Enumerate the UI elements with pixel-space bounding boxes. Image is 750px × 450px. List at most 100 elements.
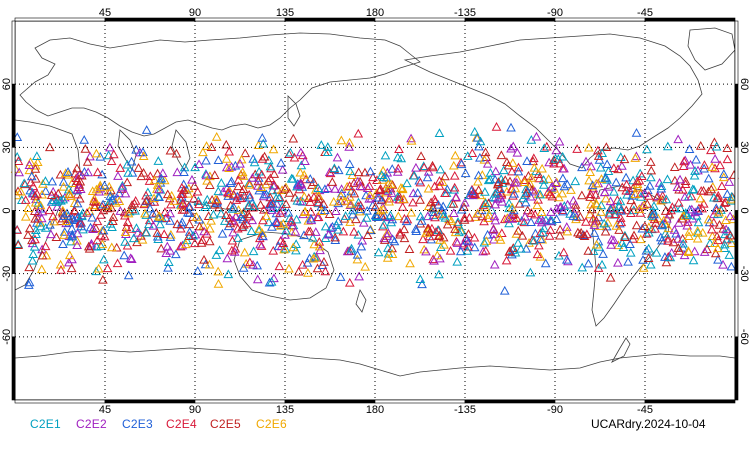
- obs-marker-c2e6: [60, 168, 71, 178]
- obs-marker-c2e5: [327, 177, 338, 186]
- obs-marker-c2e4: [588, 213, 599, 223]
- obs-marker-c2e1: [376, 170, 387, 179]
- obs-marker-c2e4: [678, 161, 689, 170]
- obs-marker-c2e3: [578, 230, 589, 239]
- obs-marker-c2e3: [97, 169, 107, 179]
- obs-marker-c2e4: [56, 265, 66, 274]
- obs-marker-c2e6: [342, 181, 353, 191]
- obs-marker-c2e3: [691, 154, 701, 164]
- obs-marker-c2e3: [644, 180, 655, 190]
- obs-marker-c2e2: [605, 196, 616, 206]
- obs-marker-c2e6: [432, 250, 443, 260]
- obs-marker-c2e4: [384, 193, 395, 203]
- obs-marker-c2e2: [280, 229, 290, 239]
- obs-marker-c2e4: [479, 216, 489, 226]
- obs-marker-c2e3: [225, 178, 236, 187]
- obs-marker-c2e3: [577, 162, 587, 172]
- obs-marker-c2e3: [108, 193, 118, 202]
- obs-marker-c2e3: [433, 199, 444, 209]
- obs-marker-c2e2: [468, 190, 478, 200]
- obs-marker-c2e3: [530, 228, 541, 238]
- obs-marker-c2e1: [504, 198, 514, 208]
- obs-marker-c2e5: [628, 200, 639, 210]
- obs-marker-c2e6: [278, 218, 289, 228]
- obs-marker-c2e1: [525, 267, 536, 277]
- obs-marker-c2e2: [490, 166, 501, 176]
- coastline-antarctica: [14, 347, 736, 377]
- obs-marker-c2e5: [189, 181, 200, 190]
- obs-marker-c2e2: [721, 224, 732, 234]
- obs-marker-c2e4: [144, 176, 155, 185]
- obs-marker-c2e3: [333, 165, 344, 175]
- obs-marker-c2e3: [192, 266, 203, 275]
- obs-marker-c2e1: [208, 209, 219, 219]
- obs-marker-c2e4: [395, 227, 405, 237]
- obs-marker-c2e6: [695, 193, 706, 203]
- obs-marker-c2e4: [176, 182, 187, 192]
- obs-marker-c2e4: [463, 241, 473, 251]
- obs-marker-c2e4: [429, 181, 440, 191]
- obs-marker-c2e6: [211, 132, 222, 141]
- obs-marker-c2e3: [63, 166, 73, 176]
- obs-marker-c2e6: [632, 182, 643, 192]
- obs-marker-c2e1: [265, 161, 276, 171]
- obs-marker-c2e3: [176, 191, 187, 201]
- obs-marker-c2e5: [152, 168, 163, 178]
- obs-marker-c2e4: [533, 194, 543, 204]
- obs-marker-c2e1: [594, 242, 605, 251]
- obs-marker-c2e6: [375, 205, 386, 215]
- obs-marker-c2e4: [297, 259, 308, 269]
- obs-marker-c2e5: [89, 202, 100, 212]
- obs-marker-c2e5: [255, 200, 266, 209]
- obs-marker-c2e5: [141, 195, 152, 205]
- obs-marker-c2e3: [138, 147, 148, 156]
- obs-marker-c2e2: [52, 201, 63, 211]
- obs-marker-c2e6: [398, 194, 409, 203]
- obs-marker-c2e3: [131, 144, 142, 154]
- obs-marker-c2e3: [99, 180, 110, 190]
- obs-marker-c2e3: [589, 228, 600, 237]
- obs-marker-c2e3: [623, 256, 633, 266]
- obs-marker-c2e4: [418, 234, 428, 244]
- obs-marker-c2e3: [583, 258, 594, 268]
- obs-marker-c2e6: [237, 167, 248, 177]
- obs-marker-c2e5: [496, 150, 507, 160]
- obs-marker-c2e4: [223, 187, 233, 197]
- obs-marker-c2e4: [545, 189, 556, 199]
- obs-marker-c2e1: [661, 194, 672, 204]
- obs-marker-c2e6: [313, 190, 324, 200]
- obs-marker-c2e3: [154, 192, 165, 202]
- obs-marker-c2e2: [125, 253, 136, 263]
- x-tick-label-top: -135: [454, 7, 476, 19]
- obs-marker-c2e2: [421, 246, 431, 256]
- obs-marker-c2e6: [279, 244, 289, 254]
- obs-marker-c2e3: [726, 261, 737, 271]
- obs-marker-c2e3: [201, 155, 211, 165]
- obs-marker-c2e2: [252, 274, 263, 284]
- obs-marker-c2e6: [213, 279, 224, 288]
- obs-marker-c2e1: [105, 196, 115, 205]
- obs-marker-c2e1: [617, 238, 628, 247]
- obs-marker-c2e3: [631, 128, 642, 137]
- obs-marker-c2e5: [570, 199, 581, 209]
- obs-marker-c2e6: [507, 202, 518, 212]
- obs-marker-c2e1: [373, 247, 384, 257]
- axis-bar-segment: [14, 399, 106, 404]
- obs-marker-c2e1: [490, 188, 501, 198]
- obs-marker-c2e2: [423, 166, 434, 176]
- obs-marker-c2e2: [497, 196, 507, 206]
- obs-marker-c2e2: [520, 211, 530, 221]
- obs-marker-c2e3: [320, 184, 330, 194]
- obs-marker-c2e1: [689, 170, 700, 180]
- obs-marker-c2e2: [680, 155, 691, 165]
- obs-marker-c2e1: [307, 232, 318, 242]
- obs-marker-c2e6: [159, 175, 170, 185]
- obs-marker-c2e4: [364, 181, 375, 190]
- obs-marker-c2e6: [239, 247, 250, 257]
- obs-marker-c2e4: [558, 247, 569, 257]
- obs-marker-c2e1: [267, 185, 278, 195]
- obs-marker-c2e1: [662, 141, 673, 151]
- obs-marker-c2e6: [638, 262, 649, 272]
- obs-marker-c2e1: [263, 217, 274, 227]
- obs-marker-c2e5: [27, 235, 37, 245]
